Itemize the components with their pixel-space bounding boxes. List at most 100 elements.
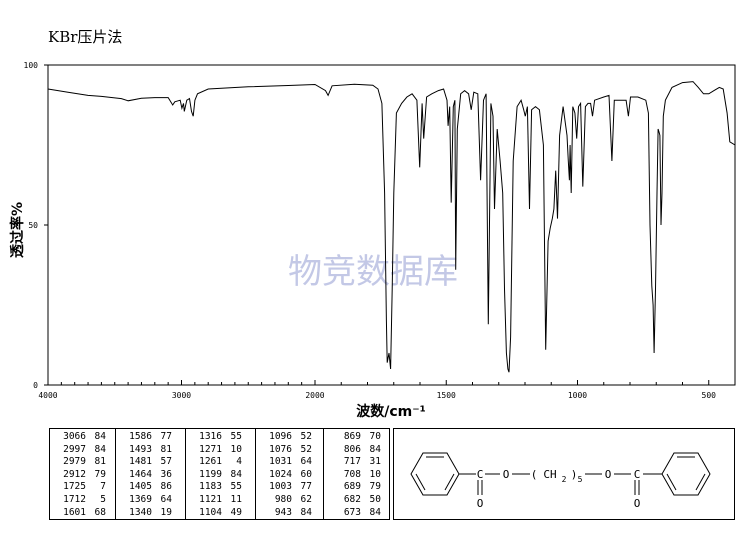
- peak-transmittance: 19: [160, 506, 172, 518]
- carbonyl-carbon-left: C: [477, 468, 484, 481]
- peak-table-column: 1096 52 1076 52 1031 64 1024 60 1003 77 980 62 943 84: [260, 431, 312, 519]
- peak-transmittance: 11: [230, 493, 242, 505]
- x-tick-label: 3000: [172, 391, 191, 400]
- x-axis-label: 波数/cm⁻¹: [356, 403, 426, 420]
- peak-table-row: 1121 11: [190, 494, 242, 507]
- peak-wavenumber: 1725: [63, 481, 86, 493]
- watermark: 物竞数据库: [288, 252, 458, 292]
- peak-wavenumber: 1271: [199, 443, 222, 455]
- y-tick-label: 50: [28, 221, 38, 230]
- peak-wavenumber: 1121: [199, 493, 222, 505]
- peak-transmittance: 64: [300, 456, 312, 468]
- peak-table-row: 980 62: [260, 494, 312, 507]
- peak-table-row: 1199 84: [190, 469, 242, 482]
- peak-table-row: 1601 68: [54, 507, 106, 520]
- peak-transmittance: 10: [230, 443, 242, 455]
- ethylene-dibenzoate-structure: C O O ( CH 2 ) 5 O C O: [410, 452, 711, 510]
- peak-transmittance: 52: [300, 431, 312, 442]
- peak-table-row: 943 84: [260, 507, 312, 520]
- ester-oxygen-right: O: [605, 468, 612, 481]
- peak-wavenumber: 1024: [269, 468, 292, 480]
- peak-wavenumber: 806: [343, 443, 361, 455]
- peak-table-row: 682 50: [329, 494, 381, 507]
- peak-wavenumber: 1003: [269, 481, 292, 493]
- peak-wavenumber: 2979: [63, 456, 86, 468]
- peak-transmittance: 36: [160, 468, 172, 480]
- peak-transmittance: 79: [94, 468, 106, 480]
- peak-wavenumber: 943: [274, 506, 292, 518]
- peak-wavenumber: 1096: [269, 431, 292, 442]
- carbonyl-carbon-right: C: [634, 468, 641, 481]
- table-separator: [323, 429, 324, 519]
- peak-transmittance: 70: [369, 431, 381, 442]
- ir-spectrum-chart: 物竞数据库 4000 3000 2000 1500 1000 500 0 50 100 波数/…: [9, 61, 736, 420]
- peak-transmittance: 84: [369, 506, 381, 518]
- peak-transmittance: 52: [300, 443, 312, 455]
- peak-wavenumber: 1031: [269, 456, 292, 468]
- peak-wavenumber: 1712: [63, 493, 86, 505]
- y-tick-labels: 0 50 100: [24, 61, 48, 390]
- peak-transmittance: 49: [230, 506, 242, 518]
- peak-wavenumber: 1405: [129, 481, 152, 493]
- peak-transmittance: 81: [160, 443, 172, 455]
- chain-count: 5: [578, 475, 583, 484]
- peak-table-row: 869 70: [329, 431, 381, 444]
- peak-wavenumber: 3066: [63, 431, 86, 442]
- table-separator: [255, 429, 256, 519]
- peak-transmittance: 77: [300, 481, 312, 493]
- x-tick-label: 4000: [38, 391, 57, 400]
- peak-wavenumber: 673: [343, 506, 361, 518]
- peak-table-column: 1586 77 1493 81 1481 57 1464 36 1405 86 1369 64 1340…: [120, 431, 172, 519]
- peak-transmittance: 57: [160, 456, 172, 468]
- peak-wavenumber: 869: [343, 431, 361, 442]
- peak-table-row: 3066 84: [54, 431, 106, 444]
- peak-table-row: 1003 77: [260, 481, 312, 494]
- peak-table-row: 1712 5: [54, 494, 106, 507]
- peak-table-row: 1369 64: [120, 494, 172, 507]
- peak-wavenumber: 1183: [199, 481, 222, 493]
- chain-subscript: 2: [562, 475, 567, 484]
- peak-transmittance: 86: [160, 481, 172, 493]
- peak-table-row: 708 10: [329, 469, 381, 482]
- peak-table-column: 869 70 806 84 717 31 708 10 689 79 682 50 673 84: [329, 431, 381, 519]
- peak-wavenumber: 1464: [129, 468, 152, 480]
- peak-transmittance: 84: [230, 468, 242, 480]
- peak-wavenumber: 1199: [199, 468, 222, 480]
- peak-transmittance: 31: [369, 456, 381, 468]
- peak-table-row: 1340 19: [120, 507, 172, 520]
- peak-transmittance: 5: [100, 493, 106, 505]
- x-tick-label: 1500: [437, 391, 456, 400]
- peak-wavenumber: 980: [274, 493, 292, 505]
- peak-wavenumber: 1261: [199, 456, 222, 468]
- peak-wavenumber: 1316: [199, 431, 222, 442]
- y-tick-label: 100: [24, 61, 39, 70]
- carbonyl-oxygen-right: O: [634, 497, 641, 510]
- peak-table-row: 1031 64: [260, 456, 312, 469]
- peak-transmittance: 62: [300, 493, 312, 505]
- structure-diagram: C O O ( CH 2 ) 5 O C O: [393, 428, 735, 520]
- peak-table-row: 2912 79: [54, 469, 106, 482]
- peak-table-row: 1481 57: [120, 456, 172, 469]
- peak-table-column: 3066 84 2997 84 2979 81 2912 79 1725 7 1712 5 1601 68: [54, 431, 106, 519]
- peak-wavenumber: 1104: [199, 506, 222, 518]
- peak-table-row: 1316 55: [190, 431, 242, 444]
- peak-transmittance: 81: [94, 456, 106, 468]
- peak-wavenumber: 2912: [63, 468, 86, 480]
- peak-table-row: 1183 55: [190, 481, 242, 494]
- peak-transmittance: 84: [94, 443, 106, 455]
- table-separator: [115, 429, 116, 519]
- peak-table-row: 806 84: [329, 444, 381, 457]
- peak-transmittance: 4: [236, 456, 242, 468]
- peak-table: 3066 84 2997 84 2979 81 2912 79 1725 7 1712 5 1601 68…: [49, 428, 390, 520]
- peak-table-row: 1076 52: [260, 444, 312, 457]
- peak-table-row: 1405 86: [120, 481, 172, 494]
- peak-table-row: 1024 60: [260, 469, 312, 482]
- peak-transmittance: 84: [369, 443, 381, 455]
- peak-table-row: 717 31: [329, 456, 381, 469]
- carbonyl-oxygen-left: O: [477, 497, 484, 510]
- peak-wavenumber: 1493: [129, 443, 152, 455]
- peak-table-row: 1586 77: [120, 431, 172, 444]
- chain-close-paren: ): [571, 468, 578, 481]
- benzene-ring-right: [661, 452, 711, 496]
- peak-transmittance: 50: [369, 493, 381, 505]
